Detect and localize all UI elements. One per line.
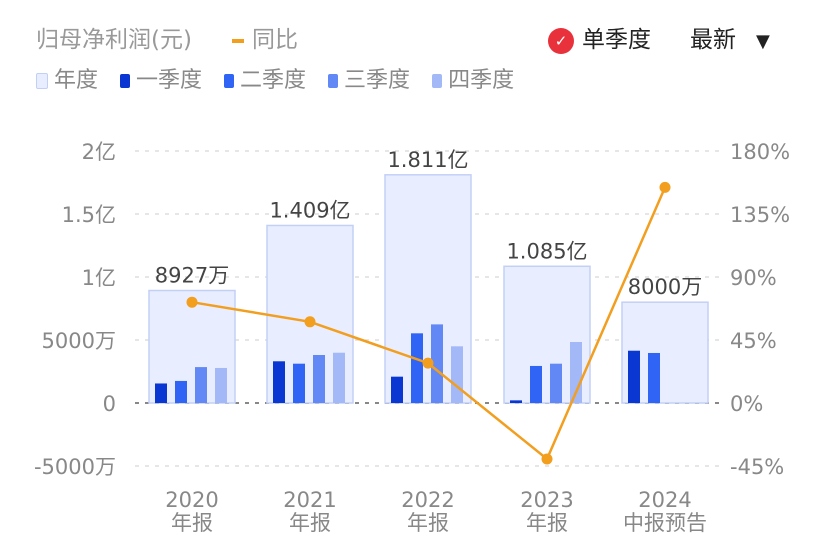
x-tick-label: 2021 [283,488,336,512]
chart-title: 归母净利润(元) [36,27,192,53]
quarter-bar[interactable] [313,354,325,403]
quarter-bar[interactable] [431,324,443,403]
annual-data-label: 1.811亿 [387,148,468,172]
quarter-bar[interactable] [530,365,542,403]
x-tick-label: 2024 [638,488,691,512]
annual-data-label: 1.085亿 [506,239,587,263]
quarter-bar[interactable] [215,367,227,403]
legend: 年度 一季度 二季度 三季度 四季度 [36,62,514,94]
quarter-bar[interactable] [550,363,562,403]
x-tick-label: 2022 [401,488,454,512]
y-right-tick-label: -45% [730,455,784,479]
yoy-point[interactable] [186,296,198,308]
quarter-bar[interactable] [628,350,640,403]
annual-data-label: 8000万 [628,275,702,299]
y-right-tick-label: 135% [730,203,790,227]
x-tick-label: 2020 [165,488,218,512]
quarter-bar[interactable] [155,383,167,403]
yoy-legend-label: 同比 [252,27,298,53]
quarter-bar[interactable] [648,352,660,403]
annual-data-label: 8927万 [155,264,229,288]
x-tick-label: 年报 [407,511,449,535]
quarter-bar[interactable] [411,333,423,403]
x-tick-label: 年报 [171,511,213,535]
quarter-bar[interactable] [451,346,463,403]
y-left-tick-label: 2亿 [82,140,116,164]
y-right-tick-label: 180% [730,140,790,164]
y-right-tick-label: 0% [730,392,763,416]
y-right-tick-label: 45% [730,329,777,353]
y-right-tick-label: 90% [730,266,777,290]
yoy-point[interactable] [541,453,553,465]
x-tick-label: 年报 [289,511,331,535]
y-left-tick-label: 5000万 [42,329,116,353]
check-icon: ✓ [548,27,574,54]
yoy-point[interactable] [422,357,434,369]
legend-annual[interactable]: 年度 [36,62,98,94]
line-swatch-icon [232,38,244,43]
yoy-legend: 同比 [232,20,298,54]
single-quarter-toggle[interactable]: ✓ 单季度 [548,20,651,54]
yoy-point[interactable] [304,316,316,328]
legend-q1[interactable]: 一季度 [120,62,202,94]
x-tick-label: 中报预告 [623,511,707,535]
quarter-bar[interactable] [391,376,403,403]
caret-down-icon: ▼ [756,31,770,52]
y-left-tick-label: 0 [103,392,116,416]
legend-q3[interactable]: 三季度 [328,62,410,94]
sort-dropdown[interactable]: 最新 ▼ [690,20,770,54]
quarter-bar[interactable] [175,380,187,403]
x-tick-label: 2023 [520,488,573,512]
toggle-label: 单季度 [582,27,651,53]
sort-label: 最新 [690,27,736,53]
yoy-point[interactable] [659,181,671,193]
x-tick-label: 年报 [526,511,568,535]
quarter-bar[interactable] [333,352,345,403]
legend-q2[interactable]: 二季度 [224,62,306,94]
annual-data-label: 1.409亿 [269,198,350,222]
y-left-tick-label: 1.5亿 [62,203,116,227]
legend-q4[interactable]: 四季度 [432,62,514,94]
y-left-tick-label: -5000万 [34,455,116,479]
quarter-bar[interactable] [195,367,207,403]
y-left-tick-label: 1亿 [82,266,116,290]
quarter-bar[interactable] [293,363,305,403]
quarter-bar[interactable] [510,400,522,403]
quarter-bar[interactable] [273,361,285,403]
